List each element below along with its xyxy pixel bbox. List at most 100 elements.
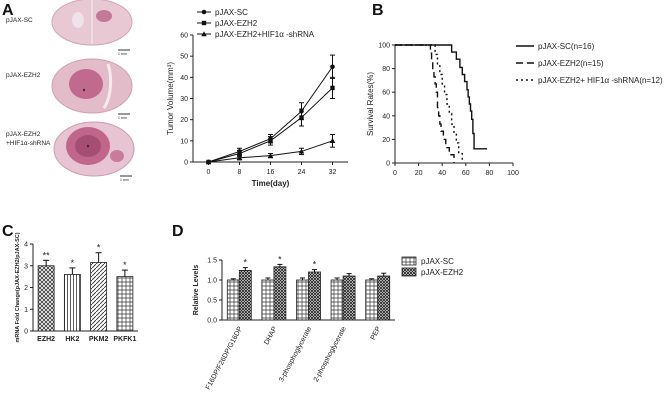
tumor-legend-marker [201,31,207,37]
metab-bar [261,279,275,321]
tumor-y-tick-label: 30 [180,96,188,103]
tumor-x-tick-label: 16 [267,169,275,176]
brain-image-sc: pJAX-SC 1 mm [6,0,133,56]
tumor-x-tick-label: 0 [207,169,211,176]
tumor-point [299,115,304,120]
tumor-point [268,138,273,144]
mrna-y-label: mRNA Fold Change(pJAX-EZH2/pJAX-SC) [15,232,21,342]
metab-significance: * [244,258,248,268]
mrna-y-tick-label: 2 [24,285,28,292]
mrna-y-tick-label: 1 [24,307,28,314]
brain-label-line: +HIF1α-shRNA [6,140,51,147]
survival-series-line [395,44,488,150]
metab-x-tick-label: PEP [370,325,383,341]
metab-bar [342,275,356,321]
survival-x-tick-label: 40 [438,170,446,177]
tumor-point [267,152,274,158]
mrna-significance: * [97,243,101,253]
metab-bar [238,269,252,321]
survival-y-label: Survival Rates(%) [366,72,375,136]
metab-y-tick-label: 0.5 [207,298,217,305]
metab-bar [296,279,309,321]
tumor-y-tick-label: 50 [180,54,188,61]
mrna-x-tick-label: HK2 [65,336,79,343]
survival-x-tick-label: 0 [393,170,397,177]
survival-legend-label: pJAX-EZH2+ HIF1α -shRNA(n=12) [538,76,663,85]
tumor-y-tick-label: 60 [180,33,188,40]
brain-image-shrna: pJAX-EZH2 +HIF1α-shRNA 1 mm [6,121,135,182]
metab-y-label: Relative Levels [193,265,200,316]
survival-y-tick-label: 20 [382,137,390,144]
scale-bar-shrna: 1 mm [120,178,129,182]
mrna-bar [63,274,81,332]
mrna-bar [90,262,108,332]
metab-y-tick-label: 0.0 [207,318,217,325]
tumor-legend-label: pJAX-EZH2 [215,19,258,28]
brain-label-line: pJAX-EZH2 [6,131,41,138]
survival-series-line [395,44,463,163]
tumor-point [330,85,335,91]
panel-label-c: C [2,223,14,240]
metab-legend-swatch [401,256,417,266]
metab-bar [308,271,321,321]
panel-label-a: A [2,2,14,19]
mrna-significance: ** [43,250,51,260]
metab-x-tick-label: 2-phosphoglycerate [313,326,348,384]
metab-bar [273,266,287,321]
survival-y-tick-label: 80 [382,66,390,73]
tumor-volume-chart: 0 10 20 30 40 50 60 0 8 16 24 32 Time(day) Tumor Volu… [166,8,348,188]
tumor-x-tick-label: 8 [238,169,242,176]
tumor-point [330,64,335,70]
survival-y-tick-label: 0 [386,161,390,168]
metab-x-tick-label: 3-phosphoglycerate [278,326,313,384]
tumor-point [329,138,336,144]
survival-x-tick-label: 20 [415,170,423,177]
metab-legend-swatch [401,267,417,277]
tumor-series-line [208,87,333,163]
metab-bar [377,275,391,321]
brain-label-ezh2: pJAX-EZH2 [6,72,41,79]
panel-label-b: B [372,2,384,19]
survival-y-tick-label: 100 [378,43,390,50]
tumor-legend-label: pJAX-SC [215,8,248,17]
tumor-point [236,154,243,160]
tumor-y-tick-label: 40 [180,75,188,82]
metab-significance: * [278,254,282,264]
mrna-x-tick-label: PKFK1 [113,336,136,343]
metab-significance: * [313,260,317,270]
survival-y-tick-label: 60 [382,90,390,97]
mrna-x-tick-label: PKM2 [89,336,109,343]
brain-label-sc: pJAX-SC [6,17,33,24]
brain-label-shrna: pJAX-EZH2 +HIF1α-shRNA [6,131,51,147]
metab-bar [226,279,240,321]
tumor-y-label: Tumor Volume(mm³) [166,62,175,135]
tumor-legend-marker [201,20,207,26]
tumor-y-tick-label: 0 [184,160,188,167]
panel-label-d: D [172,223,184,240]
survival-chart: 0 20 40 60 80 100 0 20 40 60 80 100 Survival Rates(%… [366,42,663,177]
relative-levels-chart: 0.0 0.5 1.0 1.5 Relative Levels * F16DP/F26DP/… [193,254,464,391]
brain-image-ezh2: pJAX-EZH2 1 mm [6,58,133,120]
tumor-point [298,148,305,154]
mrna-y-tick-label: 4 [24,242,28,249]
survival-y-tick-label: 40 [382,113,390,120]
survival-series-line [395,44,455,163]
survival-x-tick-label: 60 [462,170,470,177]
tumor-y-tick-label: 20 [180,117,188,124]
scale-bar-ezh2: 1 mm [118,116,127,120]
tumor-y-tick-label: 10 [180,138,188,145]
metab-y-tick-label: 1.5 [207,258,217,265]
tumor-x-tick-label: 24 [298,169,306,176]
tumor-x-tick-label: 32 [329,169,337,176]
tumor-legend-label: pJAX-EZH2+HIF1α -shRNA [215,30,315,39]
mrna-significance: * [71,258,75,268]
mrna-y-tick-label: 3 [24,263,28,270]
metab-y-tick-label: 1.0 [207,278,217,285]
mrna-x-tick-label: EZH2 [37,336,55,343]
tumor-legend-marker [201,9,207,15]
survival-legend-label: pJAX-EZH2(n=15) [538,59,604,68]
tumor-point [237,151,242,156]
mrna-bar [116,276,134,332]
